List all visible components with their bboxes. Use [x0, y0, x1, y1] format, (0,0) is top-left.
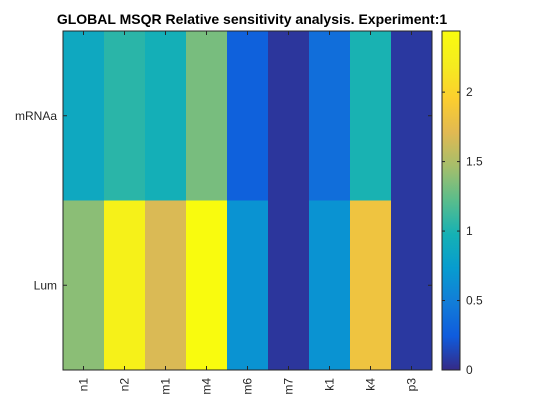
- colorbar-tick-label: 0.5: [466, 294, 483, 308]
- heatmap-cell-Lum-k1: [309, 200, 351, 371]
- colorbar-tick-label: 1.5: [466, 155, 483, 169]
- x-tick-label: n1: [77, 378, 91, 392]
- heatmap-cell-Lum-m1: [145, 200, 187, 371]
- chart-title: GLOBAL MSQR Relative sensitivity analysi…: [57, 11, 448, 27]
- heatmap-cell-mRNAa-m6: [227, 31, 269, 201]
- heatmap-cell-Lum-n1: [63, 200, 105, 371]
- x-tick-label: m6: [241, 378, 255, 395]
- heatmap-cell-Lum-p3: [391, 200, 433, 371]
- heatmap-cell-Lum-k4: [350, 200, 392, 371]
- heatmap-cells: [63, 31, 433, 371]
- x-tick-label: k1: [323, 378, 337, 391]
- heatmap-cell-mRNAa-p3: [391, 31, 433, 201]
- heatmap-cell-mRNAa-n1: [63, 31, 105, 201]
- colorbar-tick-label: 2: [466, 85, 473, 99]
- x-tick-label: m7: [282, 378, 296, 395]
- heatmap-cell-Lum-m6: [227, 200, 269, 371]
- x-tick-label: m1: [159, 378, 173, 395]
- colorbar-tick-label: 0: [466, 363, 473, 377]
- x-tick-label: m4: [200, 378, 214, 395]
- colorbar-tick-label: 1: [466, 224, 473, 238]
- colorbar-gradient: [442, 31, 460, 370]
- heatmap-cell-mRNAa-n2: [104, 31, 146, 201]
- colorbar: 0 0.5 1 1.5 2: [441, 30, 483, 377]
- x-tick-label: k4: [364, 378, 378, 391]
- x-axis-ticks: n1 n2 m1 m4 m6 m7 k1 k4 p3: [77, 31, 419, 395]
- heatmap-cell-mRNAa-k1: [309, 31, 351, 201]
- colorbar-frame: [441, 30, 461, 371]
- heatmap-cell-mRNAa-k4: [350, 31, 392, 201]
- heatmap-cell-Lum-m7: [268, 200, 310, 371]
- y-tick-label: Lum: [34, 278, 57, 292]
- heatmap-cell-mRNAa-m4: [186, 31, 228, 201]
- y-tick-label: mRNAa: [15, 109, 57, 123]
- x-tick-label: n2: [118, 378, 132, 392]
- heatmap-cell-Lum-m4: [186, 200, 228, 371]
- y-axis-ticks: mRNAa Lum: [15, 109, 432, 292]
- heatmap-cell-mRNAa-m1: [145, 31, 187, 201]
- x-tick-label: p3: [405, 378, 419, 392]
- heatmap-cell-mRNAa-m7: [268, 31, 310, 201]
- heatmap-cell-Lum-n2: [104, 200, 146, 371]
